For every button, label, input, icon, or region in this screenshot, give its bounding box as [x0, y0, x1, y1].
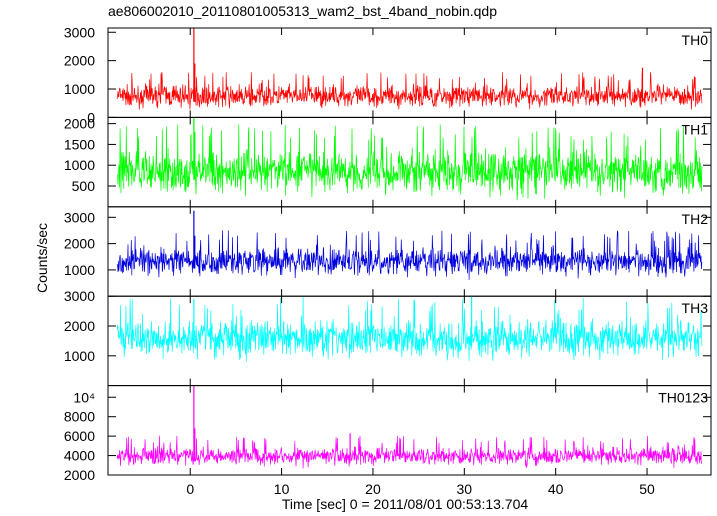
panel-th0: 0 1000 2000 3000 TH0 [64, 24, 712, 125]
series-th2-line [116, 230, 703, 280]
x-axis-label: Time [sec] 0 = 2011/08/01 00:53:13.704 [282, 496, 529, 512]
panel-label: TH3 [682, 300, 709, 316]
panel-frame [107, 385, 712, 476]
y-tick-label: 3000 [64, 209, 95, 225]
y-tick-label: 8000 [64, 409, 95, 425]
y-tick-label: 1000 [64, 262, 95, 278]
panel-frame [107, 206, 712, 297]
series-th1-line [116, 124, 703, 201]
x-tick-label: 30 [457, 481, 473, 497]
series-th0-line [116, 71, 703, 110]
x-tick-label: 20 [365, 481, 381, 497]
panel-th3: 1000 2000 3000 TH3 [64, 288, 712, 387]
x-tick-label: 40 [548, 481, 564, 497]
panel-th2: 1000 2000 3000 TH2 [64, 206, 712, 297]
y-tick-label: 0 [87, 109, 95, 125]
y-tick-label: 2000 [64, 116, 95, 132]
x-tick-label: 0 [186, 481, 194, 497]
y-tick-label: 4000 [64, 448, 95, 464]
series-th3-line [116, 296, 703, 362]
y-tick-label: 2000 [64, 467, 95, 483]
y-tick-label: 3000 [64, 24, 95, 40]
chart-title: ae806002010_20110801005313_wam2_bst_4ban… [108, 3, 497, 19]
y-tick-label: 2000 [64, 236, 95, 252]
y-tick-label: 500 [72, 178, 96, 194]
y-tick-label: 2000 [64, 318, 95, 334]
x-tick-label: 50 [639, 481, 655, 497]
panel-th0123: 2000 4000 6000 8000 10⁴ TH0123 [64, 385, 712, 483]
x-tick-label: 10 [274, 481, 290, 497]
y-tick-label: 1000 [64, 157, 95, 173]
y-tick-label: 2000 [64, 53, 95, 69]
panel-label: TH2 [682, 211, 709, 227]
y-tick-label: 3000 [64, 288, 95, 304]
y-tick-label: 1000 [64, 81, 95, 97]
y-axis-label: Counts/sec [34, 223, 50, 293]
panel-th1: 500 1000 1500 2000 TH1 [64, 116, 712, 208]
y-tick-label: 6000 [64, 428, 95, 444]
series-th0123-line [116, 435, 703, 469]
y-tick-label: 1000 [64, 348, 95, 364]
y-tick-label: 1500 [64, 136, 95, 152]
y-tick-label: 10⁴ [73, 389, 95, 405]
panel-label: TH0123 [658, 390, 708, 406]
panel-frame [107, 27, 712, 118]
panel-label: TH0 [682, 32, 709, 48]
panel-label: TH1 [682, 121, 709, 137]
